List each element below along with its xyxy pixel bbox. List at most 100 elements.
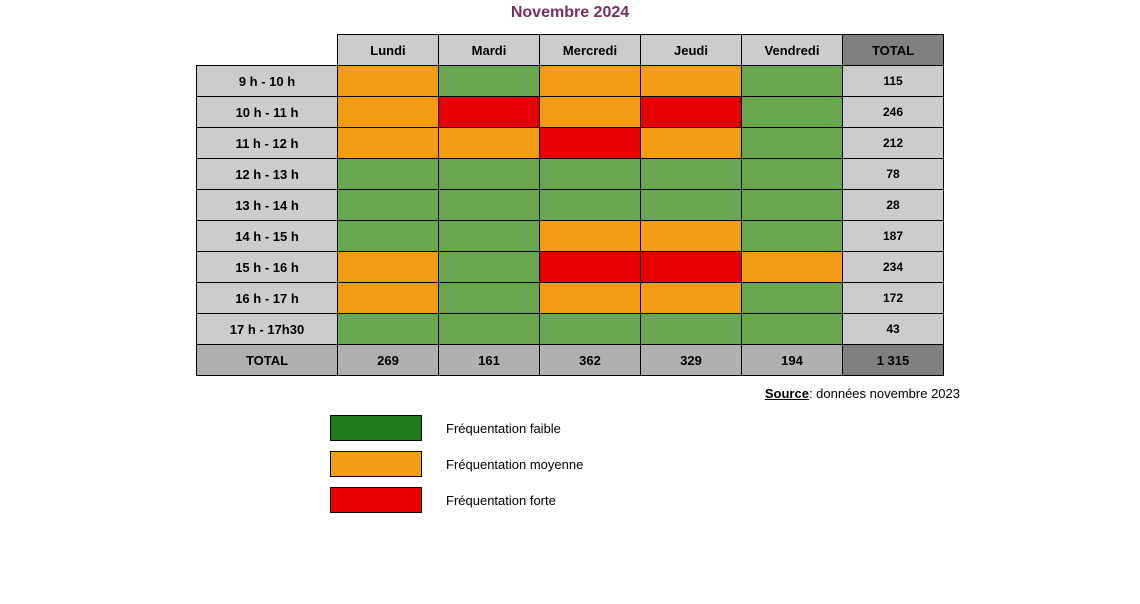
heat-cell [439,252,540,283]
heat-cell [641,221,742,252]
heat-cell [540,128,641,159]
row-total: 212 [843,128,944,159]
heat-cell [439,314,540,345]
heat-cell [338,66,439,97]
row-total: 187 [843,221,944,252]
heat-cell [742,221,843,252]
time-label: 14 h - 15 h [197,221,338,252]
heat-cell [540,159,641,190]
legend-row: Fréquentation forte [330,487,1140,513]
heat-cell [540,66,641,97]
heat-cell [540,314,641,345]
heat-cell [338,159,439,190]
table-row: 16 h - 17 h 172 [197,283,944,314]
heat-cell [742,314,843,345]
heat-cell [540,252,641,283]
heat-cell [338,252,439,283]
legend-swatch [330,487,422,513]
row-total: 234 [843,252,944,283]
heat-cell [338,314,439,345]
heat-cell [641,128,742,159]
heat-cell [641,97,742,128]
heat-cell [742,159,843,190]
heat-cell [742,128,843,159]
row-total: 78 [843,159,944,190]
heat-cell [540,97,641,128]
time-label: 12 h - 13 h [197,159,338,190]
heat-cell [641,159,742,190]
heat-cell [439,190,540,221]
col-total: 194 [742,345,843,376]
legend: Fréquentation faible Fréquentation moyenn… [330,415,1140,513]
heat-cell [338,97,439,128]
legend-text: Fréquentation faible [446,421,561,436]
time-label: 11 h - 12 h [197,128,338,159]
heat-cell [742,97,843,128]
heat-cell [641,190,742,221]
time-label: 10 h - 11 h [197,97,338,128]
table-row: 9 h - 10 h 115 [197,66,944,97]
heat-cell [338,221,439,252]
header-row: Lundi Mardi Mercredi Jeudi Vendredi TOTA… [197,35,944,66]
table-row: 17 h - 17h30 43 [197,314,944,345]
heat-cell [338,283,439,314]
row-total: 115 [843,66,944,97]
row-total: 43 [843,314,944,345]
table-row: 14 h - 15 h 187 [197,221,944,252]
row-total: 172 [843,283,944,314]
heat-cell [439,283,540,314]
heat-cell [338,190,439,221]
heat-cell [439,221,540,252]
time-label: 17 h - 17h30 [197,314,338,345]
time-label: 9 h - 10 h [197,66,338,97]
heat-cell [742,283,843,314]
col-total: 329 [641,345,742,376]
grand-total: 1 315 [843,345,944,376]
row-total: 28 [843,190,944,221]
day-header: Jeudi [641,35,742,66]
time-label: 15 h - 16 h [197,252,338,283]
heat-cell [540,190,641,221]
source-text: : données novembre 2023 [809,386,960,401]
day-header: Mercredi [540,35,641,66]
row-total: 246 [843,97,944,128]
source-line: Source: données novembre 2023 [0,386,960,401]
legend-text: Fréquentation forte [446,493,556,508]
time-label: 13 h - 14 h [197,190,338,221]
source-label: Source [765,386,809,401]
legend-text: Fréquentation moyenne [446,457,583,472]
heat-cell [540,221,641,252]
heat-cell [439,159,540,190]
legend-row: Fréquentation moyenne [330,451,1140,477]
attendance-table: Lundi Mardi Mercredi Jeudi Vendredi TOTA… [196,34,944,376]
footer-label: TOTAL [197,345,338,376]
day-header: Vendredi [742,35,843,66]
col-total: 269 [338,345,439,376]
table-row: 13 h - 14 h 28 [197,190,944,221]
col-total: 362 [540,345,641,376]
heat-cell [742,252,843,283]
page-title: Novembre 2024 [0,4,1140,22]
day-header: Mardi [439,35,540,66]
corner-cell [197,35,338,66]
col-total: 161 [439,345,540,376]
heat-cell [641,66,742,97]
time-label: 16 h - 17 h [197,283,338,314]
day-header: Lundi [338,35,439,66]
table-row: 12 h - 13 h 78 [197,159,944,190]
heat-cell [641,314,742,345]
table-container: Lundi Mardi Mercredi Jeudi Vendredi TOTA… [0,34,1140,376]
legend-swatch [330,415,422,441]
heat-cell [439,97,540,128]
total-header: TOTAL [843,35,944,66]
footer-row: TOTAL2691613623291941 315 [197,345,944,376]
legend-row: Fréquentation faible [330,415,1140,441]
heat-cell [439,128,540,159]
table-row: 10 h - 11 h 246 [197,97,944,128]
heat-cell [540,283,641,314]
heat-cell [641,252,742,283]
heat-cell [439,66,540,97]
heat-cell [641,283,742,314]
legend-swatch [330,451,422,477]
heat-cell [742,66,843,97]
